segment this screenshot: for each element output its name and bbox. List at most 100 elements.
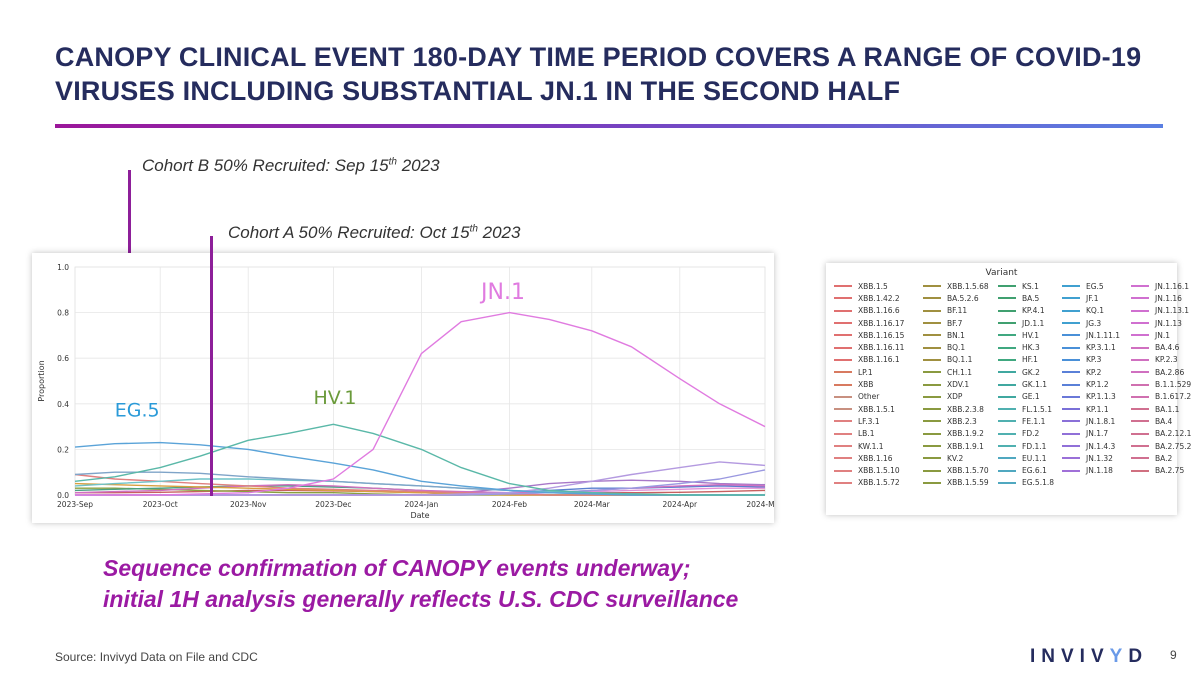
legend-item: LP.1 <box>834 366 904 378</box>
legend-item: XDP <box>923 391 989 403</box>
legend-item: LF.3.1 <box>834 415 904 427</box>
legend-swatch <box>998 420 1016 423</box>
legend-label: JF.1 <box>1086 293 1099 303</box>
legend-item: GK.1.1 <box>998 378 1054 390</box>
legend-swatch <box>1131 383 1149 386</box>
y-tick-label: 0.2 <box>57 445 69 454</box>
legend-item: XBB.2.3 <box>923 415 989 427</box>
legend-label: XBB.1.16.1 <box>858 355 900 365</box>
legend-swatch <box>998 445 1016 447</box>
legend-swatch <box>998 285 1016 288</box>
legend-swatch <box>998 322 1016 325</box>
legend-item: KV.2 <box>923 452 989 464</box>
legend-item: XBB.1.5 <box>834 280 904 292</box>
legend-label: LB.1 <box>858 429 875 439</box>
legend-item: B.1.617.2 <box>1131 391 1191 403</box>
cohort-b-sup: th <box>388 156 397 168</box>
logo-text-b: D <box>1128 646 1149 667</box>
legend-swatch <box>998 334 1016 337</box>
cohort-b-label: Cohort B 50% Recruited: Sep 15th 2023 <box>142 156 440 176</box>
legend-item: KP.3 <box>1062 354 1120 366</box>
legend-label: XBB.1.16.15 <box>858 330 905 340</box>
legend-item: XBB.1.5.1 <box>834 403 904 415</box>
legend-label: B.1.617.2 <box>1155 392 1192 402</box>
legend-swatch <box>1131 395 1149 398</box>
series-line-hv-1 <box>74 423 765 496</box>
legend-label: JN.1.13 <box>1155 318 1182 328</box>
legend-label: XBB.1.42.2 <box>858 293 900 303</box>
legend-swatch <box>834 457 852 460</box>
y-tick-label: 0.6 <box>57 354 69 363</box>
legend-swatch <box>1131 457 1149 460</box>
page-number: 9 <box>1170 648 1177 662</box>
legend-swatch <box>923 285 941 288</box>
legend-label: JG.3 <box>1086 318 1102 328</box>
legend-swatch <box>1062 445 1080 447</box>
legend-label: GE.1 <box>1022 392 1040 402</box>
legend-item: Other <box>834 391 904 403</box>
legend-label: BQ.1.1 <box>947 355 973 365</box>
variant-proportion-chart: 0.0 0.2 0.4 0.6 0.8 1.0 2023-Sep 2023-Oct 2023-N… <box>32 253 784 523</box>
source-note: Source: Invivyd Data on File and CDC <box>55 650 258 664</box>
legend-item: HF.1 <box>998 354 1054 366</box>
y-tick-label: 1.0 <box>57 263 69 272</box>
legend-label: EG.5.1.8 <box>1022 478 1055 488</box>
legend-label: XBB.1.5 <box>858 281 888 291</box>
cohort-a-year: 2023 <box>477 223 521 242</box>
legend-swatch <box>1131 358 1149 361</box>
legend-item: XBB.2.3.8 <box>923 403 989 415</box>
legend-label: HF.1 <box>1022 355 1038 365</box>
legend-item: XBB.1.16.15 <box>834 329 904 341</box>
legend-label: XBB.1.5.72 <box>858 478 900 488</box>
legend-label: BF.7 <box>947 318 963 328</box>
legend-swatch <box>923 322 941 325</box>
legend-swatch <box>923 297 941 300</box>
legend-item: BA.2.75 <box>1131 464 1191 476</box>
legend-item: LB.1 <box>834 428 904 440</box>
legend-swatch <box>1062 432 1080 435</box>
legend-item: JN.1.7 <box>1062 428 1120 440</box>
legend-item: GK.2 <box>998 366 1054 378</box>
legend-item: XBB.1.16 <box>834 452 904 464</box>
legend-label: BA.4.6 <box>1155 343 1180 353</box>
legend-label: EG.5 <box>1086 281 1104 291</box>
y-tick-label: 0.0 <box>57 491 69 500</box>
legend-label: FD.1.1 <box>1022 441 1047 451</box>
legend-swatch <box>834 309 852 312</box>
legend-item: BA.2 <box>1131 452 1191 464</box>
legend-label: HV.1 <box>1022 330 1039 340</box>
legend-label: JD.1.1 <box>1022 318 1045 328</box>
legend-item: XBB.1.42.2 <box>834 292 904 304</box>
legend-label: XBB.1.5.59 <box>947 478 989 488</box>
legend-item: EG.5 <box>1062 280 1120 292</box>
legend-label: XBB.1.16.17 <box>858 318 905 328</box>
legend-swatch <box>1062 383 1080 386</box>
legend-swatch <box>834 469 852 472</box>
legend-item: GE.1 <box>998 391 1054 403</box>
legend-swatch <box>923 457 941 460</box>
legend-label: XBB.1.9.1 <box>947 441 984 451</box>
legend-swatch <box>1062 285 1080 288</box>
legend-label: KP.1.1.3 <box>1086 392 1116 402</box>
cohort-a-sup: th <box>469 223 478 235</box>
legend-label: XBB.1.16 <box>858 453 893 463</box>
legend-label: BA.2 <box>1155 453 1173 463</box>
legend-item: XBB.1.16.6 <box>834 305 904 317</box>
logo-text-y: Y <box>1109 646 1129 667</box>
legend-label: EG.6.1 <box>1022 466 1047 476</box>
legend-label: FE.1.1 <box>1022 416 1046 426</box>
legend-swatch <box>834 383 852 386</box>
key-message: Sequence confirmation of CANOPY events u… <box>103 553 823 615</box>
legend-swatch <box>834 408 852 411</box>
legend-swatch <box>1062 309 1080 312</box>
legend-label: KP.3 <box>1086 355 1102 365</box>
legend-label: KW.1.1 <box>858 441 884 451</box>
legend-column: EG.5 JF.1 KQ.1 JG.3 JN.1.11.1 KP.3.1.1 KP.3 KP.… <box>1062 280 1120 477</box>
legend-label: BA.5.2.6 <box>947 293 979 303</box>
legend-swatch <box>834 346 852 349</box>
legend-item: HK.3 <box>998 341 1054 353</box>
legend-item: BA.5.2.6 <box>923 292 989 304</box>
series-line-eg-5 <box>74 441 765 496</box>
legend-swatch <box>1062 395 1080 398</box>
legend-item: KW.1.1 <box>834 440 904 452</box>
